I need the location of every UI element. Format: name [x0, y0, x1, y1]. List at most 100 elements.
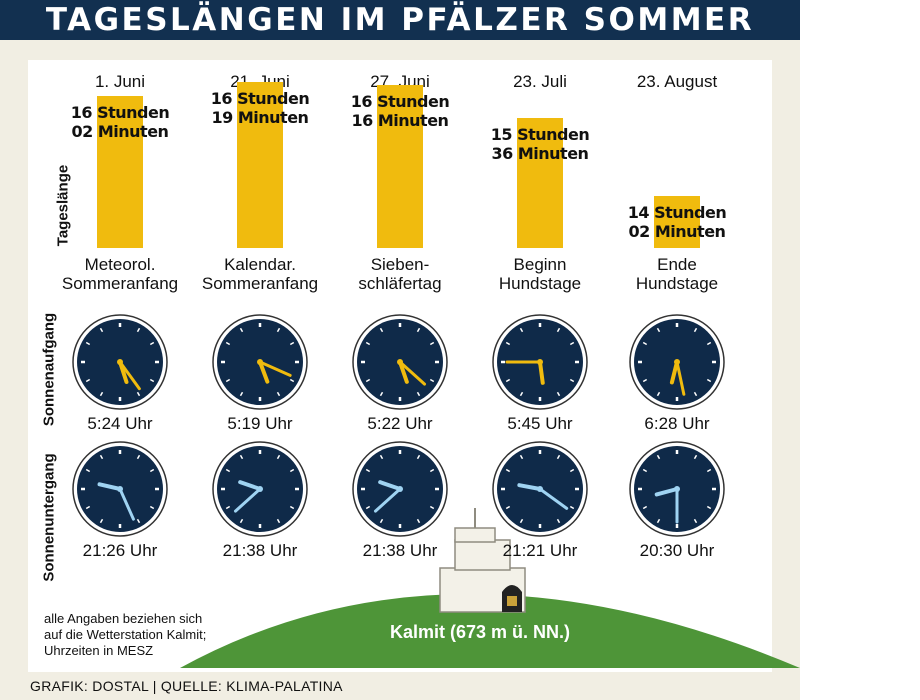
sunrise-time: 5:22 Uhr	[367, 414, 433, 433]
clock-tick	[276, 327, 281, 333]
clock-hub	[397, 359, 403, 365]
clock-tick	[693, 454, 698, 460]
clock-tick	[276, 454, 281, 460]
event-label-line1: Beginn	[513, 255, 567, 274]
clock-tick	[642, 378, 648, 383]
clock-tick	[505, 505, 511, 510]
clock-hub	[674, 486, 680, 492]
clock-tick	[656, 518, 661, 524]
clock-tick	[556, 454, 561, 460]
clock-tick	[149, 341, 155, 346]
event-label-line2: Sommeranfang	[61, 274, 179, 293]
clock-tick	[656, 391, 661, 397]
clock-hub	[117, 486, 123, 492]
hill-graphic	[180, 508, 800, 668]
tower-icon	[439, 508, 526, 613]
event-label-line1: Meteorol.	[84, 255, 156, 274]
sunset-clock-icon	[72, 441, 168, 537]
sunrise-time: 5:24 Uhr	[87, 414, 153, 433]
day-length-bar	[377, 84, 423, 248]
clock-tick	[99, 391, 104, 397]
clock-tick	[225, 341, 231, 346]
clock-hub	[674, 359, 680, 365]
clock-tick	[289, 505, 295, 510]
hour-hand	[398, 360, 409, 384]
clock-tick	[505, 341, 511, 346]
row-label-sunrise: Sonnenaufgang	[40, 312, 58, 427]
clock-hub	[117, 359, 123, 365]
day-length-minutes-label: 19 Minuten	[211, 108, 309, 128]
clock-tick	[519, 518, 524, 524]
clock-hub	[537, 486, 543, 492]
sunrise-time: 5:19 Uhr	[227, 414, 293, 433]
clock-tick	[416, 454, 421, 460]
row-label-day-length: Tageslänge	[54, 164, 72, 247]
event-label-line2: schläfertag	[358, 274, 442, 293]
clock-tick	[136, 391, 141, 397]
clock-tick	[429, 341, 435, 346]
minute-hand	[398, 360, 427, 386]
clock-tick	[642, 505, 648, 510]
clock-tick	[365, 468, 371, 473]
event-label-line2: Hundstage	[635, 274, 719, 293]
sunset-clock-icon	[629, 441, 725, 537]
clock-tick	[85, 468, 91, 473]
row-label-sunset: Sonnenuntergang	[40, 453, 58, 582]
event-label-line1: Kalendar.	[224, 255, 296, 274]
clock-tick	[519, 391, 524, 397]
sunset-time: 21:26 Uhr	[82, 541, 158, 560]
clock-tick	[85, 341, 91, 346]
hour-hand	[378, 480, 402, 491]
clock-tick	[289, 341, 295, 346]
clock-tick	[239, 454, 244, 460]
hour-hand	[654, 487, 679, 497]
footnote-line: auf die Wetterstation Kalmit;	[44, 627, 207, 642]
clock-tick	[239, 518, 244, 524]
mountain-label: Kalmit (673 m ü. NN.)	[389, 622, 571, 642]
day-length-hours-label: 16 Stunden	[210, 89, 310, 109]
clock-tick	[429, 468, 435, 473]
sunset-clock-icon	[492, 441, 588, 537]
sunrise-clock-icon	[492, 314, 588, 410]
sunrise-clock-icon	[72, 314, 168, 410]
clock-tick	[365, 505, 371, 510]
clock-tick	[276, 391, 281, 397]
sunrise-time: 6:28 Uhr	[644, 414, 710, 433]
clock-tick	[429, 378, 435, 383]
clock-tick	[85, 378, 91, 383]
clock-tick	[99, 518, 104, 524]
clock-tick	[556, 391, 561, 397]
clock-tick	[136, 454, 141, 460]
clock-tick	[416, 518, 421, 524]
sunset-time: 21:38 Uhr	[362, 541, 438, 560]
day-length-minutes-label: 36 Minuten	[491, 144, 589, 163]
footnote-line: Uhrzeiten in MESZ	[44, 643, 154, 658]
hour-hand	[97, 482, 122, 491]
day-length-hours-label: 16 Stunden	[350, 91, 450, 111]
clock-tick	[416, 327, 421, 333]
footnote-line: alle Angaben beziehen sich	[44, 611, 203, 626]
minute-hand	[118, 487, 135, 521]
source-credit: GRAFIK: DOSTAL | QUELLE: KLIMA-PALATINA	[30, 678, 343, 694]
footnote: alle Angaben beziehen sich auf die Wette…	[44, 611, 206, 659]
clock-tick	[225, 378, 231, 383]
hour-hand	[238, 480, 262, 491]
page-title: TAGESLÄNGEN IM PFÄLZER SOMMER	[0, 0, 800, 40]
clock-tick	[99, 454, 104, 460]
clock-tick	[149, 505, 155, 510]
clock-tick	[569, 468, 575, 473]
clock-tick	[276, 518, 281, 524]
clock-tick	[85, 505, 91, 510]
clock-tick	[569, 378, 575, 383]
clock-tick	[239, 327, 244, 333]
sunset-time: 20:30 Uhr	[639, 541, 715, 560]
minute-hand	[118, 360, 141, 391]
clock-tick	[289, 468, 295, 473]
clock-tick	[569, 505, 575, 510]
clock-tick	[519, 327, 524, 333]
clock-hub	[397, 486, 403, 492]
clock-tick	[519, 454, 524, 460]
sunrise-clock-icon	[629, 314, 725, 410]
day-length-bar	[237, 82, 283, 248]
minute-hand	[538, 487, 569, 510]
